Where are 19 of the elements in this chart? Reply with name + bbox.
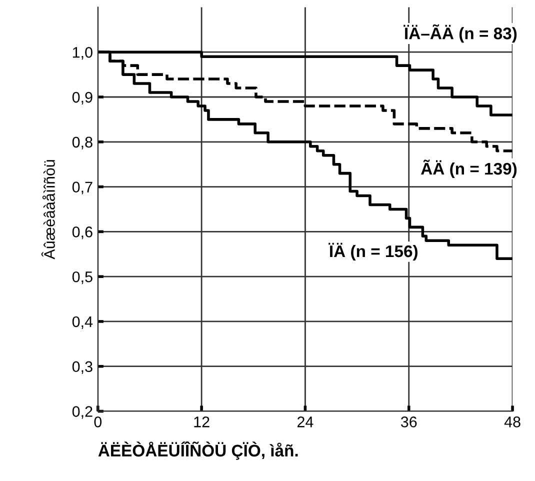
x-tick-label: 0 — [94, 416, 102, 428]
y-tick-label: 0,6 — [72, 226, 92, 240]
annotation: ÃÄ (n = 139) — [421, 160, 517, 178]
y-tick-label: 0,4 — [72, 316, 93, 329]
annotation: ÏÄ (n = 156) — [328, 242, 418, 261]
y-tick-label: 1,0 — [72, 46, 92, 60]
x-axis-title: ÄËÈÒÅËÜÍÎÑÒÜ ÇÏÒ, ìåñ. — [98, 441, 298, 460]
y-tick-label: 0,8 — [72, 136, 92, 150]
y-tick-label: 0,2 — [72, 406, 92, 419]
x-tick-label: 24 — [297, 416, 314, 428]
x-tick-label: 36 — [400, 416, 417, 428]
y-tick-label: 0,3 — [72, 361, 92, 374]
x-tick-label: 48 — [504, 416, 520, 428]
y-tick-label: 0,5 — [72, 271, 92, 284]
y-axis-title: Âûæèâàåìîñòü — [41, 160, 55, 260]
y-tick-label: 0,9 — [72, 92, 92, 104]
x-tick-label: 12 — [194, 416, 210, 428]
y-tick-label: 0,7 — [72, 182, 92, 194]
annotation: ÏÄ–ÃÄ (n = 83) — [404, 24, 517, 43]
